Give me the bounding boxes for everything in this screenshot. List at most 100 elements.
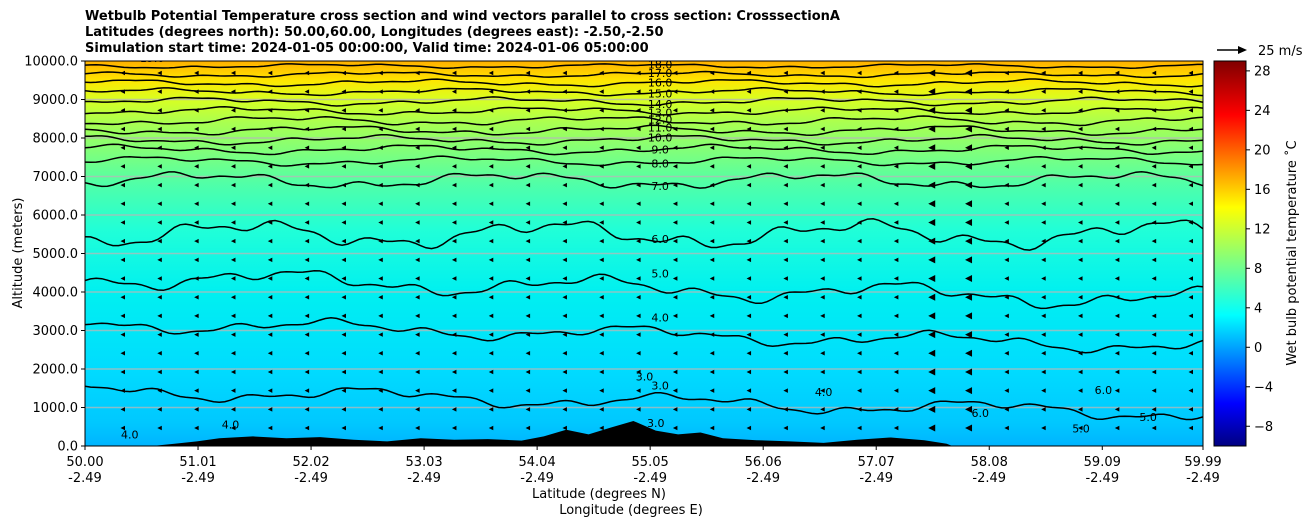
wind-vector <box>415 369 420 375</box>
wind-vector <box>267 89 273 94</box>
wind-vector <box>1078 70 1083 76</box>
wind-vector <box>820 351 825 356</box>
wind-vector <box>267 70 273 76</box>
wind-vector <box>562 425 567 431</box>
wind-vector <box>709 108 715 113</box>
wind-vector <box>746 407 752 412</box>
wind-vector <box>820 313 825 319</box>
wind-vector <box>783 126 788 132</box>
wind-vector <box>857 294 862 300</box>
wind-vector <box>562 313 567 319</box>
wind-vector <box>857 70 862 76</box>
wind-vector <box>120 238 125 244</box>
wind-vector <box>230 238 236 244</box>
wind-vector <box>1114 388 1120 393</box>
wind-vector <box>230 70 236 76</box>
wind-vector <box>928 237 936 245</box>
wind-vector <box>820 164 825 169</box>
wind-vector <box>672 126 678 132</box>
wind-vector <box>783 182 788 188</box>
wind-vector <box>928 106 936 114</box>
terrain <box>85 421 1203 446</box>
wind-vector <box>1151 276 1157 281</box>
wind-vector <box>636 182 641 188</box>
wind-vector <box>1188 369 1193 375</box>
contour-line-17.0 <box>85 70 1203 79</box>
wind-vector <box>120 182 125 188</box>
wind-vector <box>304 182 310 188</box>
wind-vector <box>488 108 494 113</box>
wind-vector <box>709 369 715 375</box>
wind-vector <box>965 88 973 96</box>
wind-vector <box>1114 108 1120 113</box>
wind-vector <box>304 70 310 76</box>
wind-vector <box>1004 126 1009 132</box>
wind-vector <box>267 369 273 375</box>
wind-vector <box>120 126 125 132</box>
wind-vector <box>1114 313 1120 319</box>
x-tick-label-lon: -2.49 <box>407 471 441 486</box>
y-tick-label: 7000.0 <box>33 170 79 185</box>
wind-vector <box>893 369 899 375</box>
wind-vector <box>341 164 346 169</box>
wind-vector <box>230 407 236 412</box>
wind-vector <box>378 70 383 76</box>
wind-vector <box>562 388 567 393</box>
wind-vector <box>820 126 825 132</box>
wind-vector <box>341 425 346 431</box>
wind-vector <box>636 201 641 207</box>
wind-vector <box>267 201 273 207</box>
wind-vector <box>525 238 531 244</box>
wind-vector <box>1041 407 1046 412</box>
wind-vector <box>267 164 273 169</box>
wind-vector <box>562 164 567 169</box>
wind-vector <box>672 108 678 113</box>
wind-vector <box>451 294 457 300</box>
wind-vector <box>709 126 715 132</box>
wind-vector <box>525 407 531 412</box>
wind-vector <box>488 220 494 225</box>
wind-vector <box>928 88 936 96</box>
contour-label-extra: 5.0 <box>1139 411 1157 424</box>
wind-vector <box>672 182 678 188</box>
wind-vector <box>746 220 752 225</box>
contour-line-8.0 <box>85 155 1203 167</box>
wind-vector <box>599 369 604 375</box>
wind-vector <box>636 313 641 319</box>
wind-vector <box>599 126 604 132</box>
wind-vector <box>230 425 236 431</box>
wind-vector <box>672 425 678 431</box>
wind-vector <box>1188 126 1193 132</box>
wind-vector <box>636 145 641 150</box>
wind-vector <box>451 238 457 244</box>
wind-vector <box>562 182 567 188</box>
colorbar-tick-label: 28 <box>1254 64 1271 79</box>
contour-label-18.0: 18.0 <box>648 59 673 72</box>
wind-vector <box>746 182 752 188</box>
wind-vector <box>636 70 641 76</box>
wind-vector <box>230 220 236 225</box>
wind-vector <box>1114 220 1120 225</box>
wind-vector <box>525 313 531 319</box>
wind-vector <box>636 126 641 132</box>
wind-vector <box>304 108 310 113</box>
wind-vector <box>928 125 936 133</box>
wind-vector <box>562 257 567 263</box>
x-tick-label-lon: -2.49 <box>1085 471 1119 486</box>
wind-vector <box>120 332 125 337</box>
wind-vector <box>562 126 567 132</box>
wind-vector <box>488 388 494 393</box>
wind-vector <box>230 332 236 337</box>
x-tick-label-lat: 53.03 <box>405 455 442 470</box>
wind-vector <box>1151 201 1157 207</box>
wind-vector <box>1114 332 1120 337</box>
wind-vector <box>267 145 273 150</box>
y-tick-label: 5000.0 <box>33 247 79 262</box>
y-tick-label: 8000.0 <box>33 132 79 147</box>
wind-vector <box>562 294 567 300</box>
wind-vector <box>893 145 899 150</box>
wind-vector <box>928 293 936 301</box>
wind-vector <box>783 220 788 225</box>
wind-vector <box>746 126 752 132</box>
wind-vector <box>304 407 310 412</box>
